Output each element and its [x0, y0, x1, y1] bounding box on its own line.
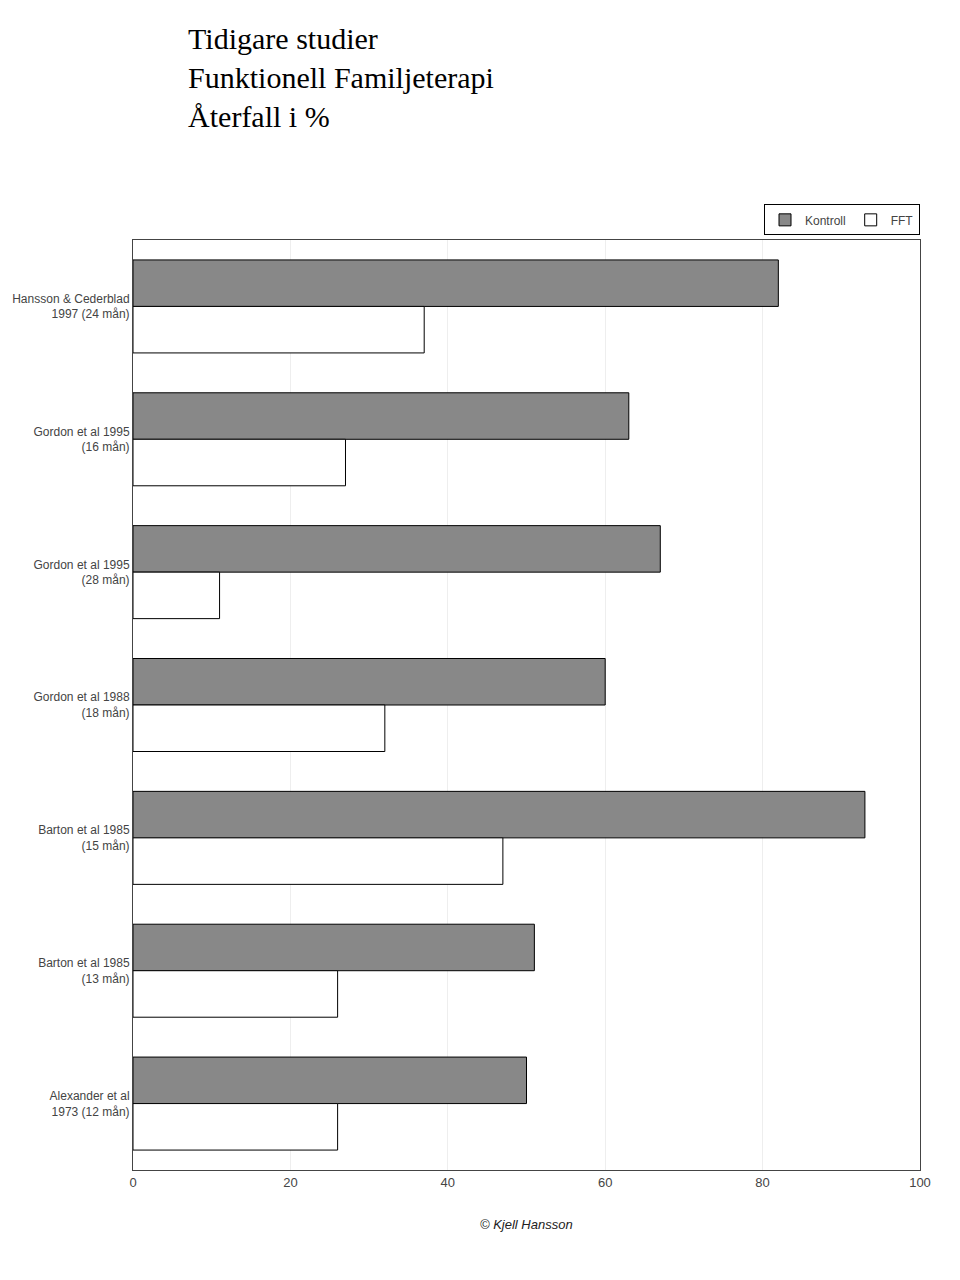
- svg-text:20: 20: [283, 1175, 297, 1190]
- svg-text:Alexander et al1973 (12 mån): Alexander et al1973 (12 mån): [50, 1089, 130, 1119]
- svg-text:Gordon et al 1988(18 mån): Gordon et al 1988(18 mån): [34, 690, 130, 720]
- svg-text:Tidigare studierFunktionell Fa: Tidigare studierFunktionell Familjeterap…: [188, 22, 494, 133]
- svg-text:FFT: FFT: [891, 214, 914, 228]
- svg-text:60: 60: [598, 1175, 612, 1190]
- svg-text:Gordon et al 1995(16 mån): Gordon et al 1995(16 mån): [34, 425, 130, 455]
- svg-text:80: 80: [755, 1175, 769, 1190]
- svg-text:Kontroll: Kontroll: [805, 214, 846, 228]
- svg-text:0: 0: [129, 1175, 136, 1190]
- svg-text:100: 100: [909, 1175, 931, 1190]
- svg-text:© Kjell Hansson: © Kjell Hansson: [480, 1217, 573, 1232]
- svg-text:40: 40: [441, 1175, 455, 1190]
- svg-text:Hansson & Cederblad1997 (24 må: Hansson & Cederblad1997 (24 mån): [12, 292, 129, 322]
- svg-text:Gordon et al 1995(28 mån): Gordon et al 1995(28 mån): [34, 558, 130, 588]
- svg-text:Barton et al 1985(15 mån): Barton et al 1985(15 mån): [38, 823, 130, 853]
- svg-text:Barton et al 1985(13 mån): Barton et al 1985(13 mån): [38, 956, 130, 986]
